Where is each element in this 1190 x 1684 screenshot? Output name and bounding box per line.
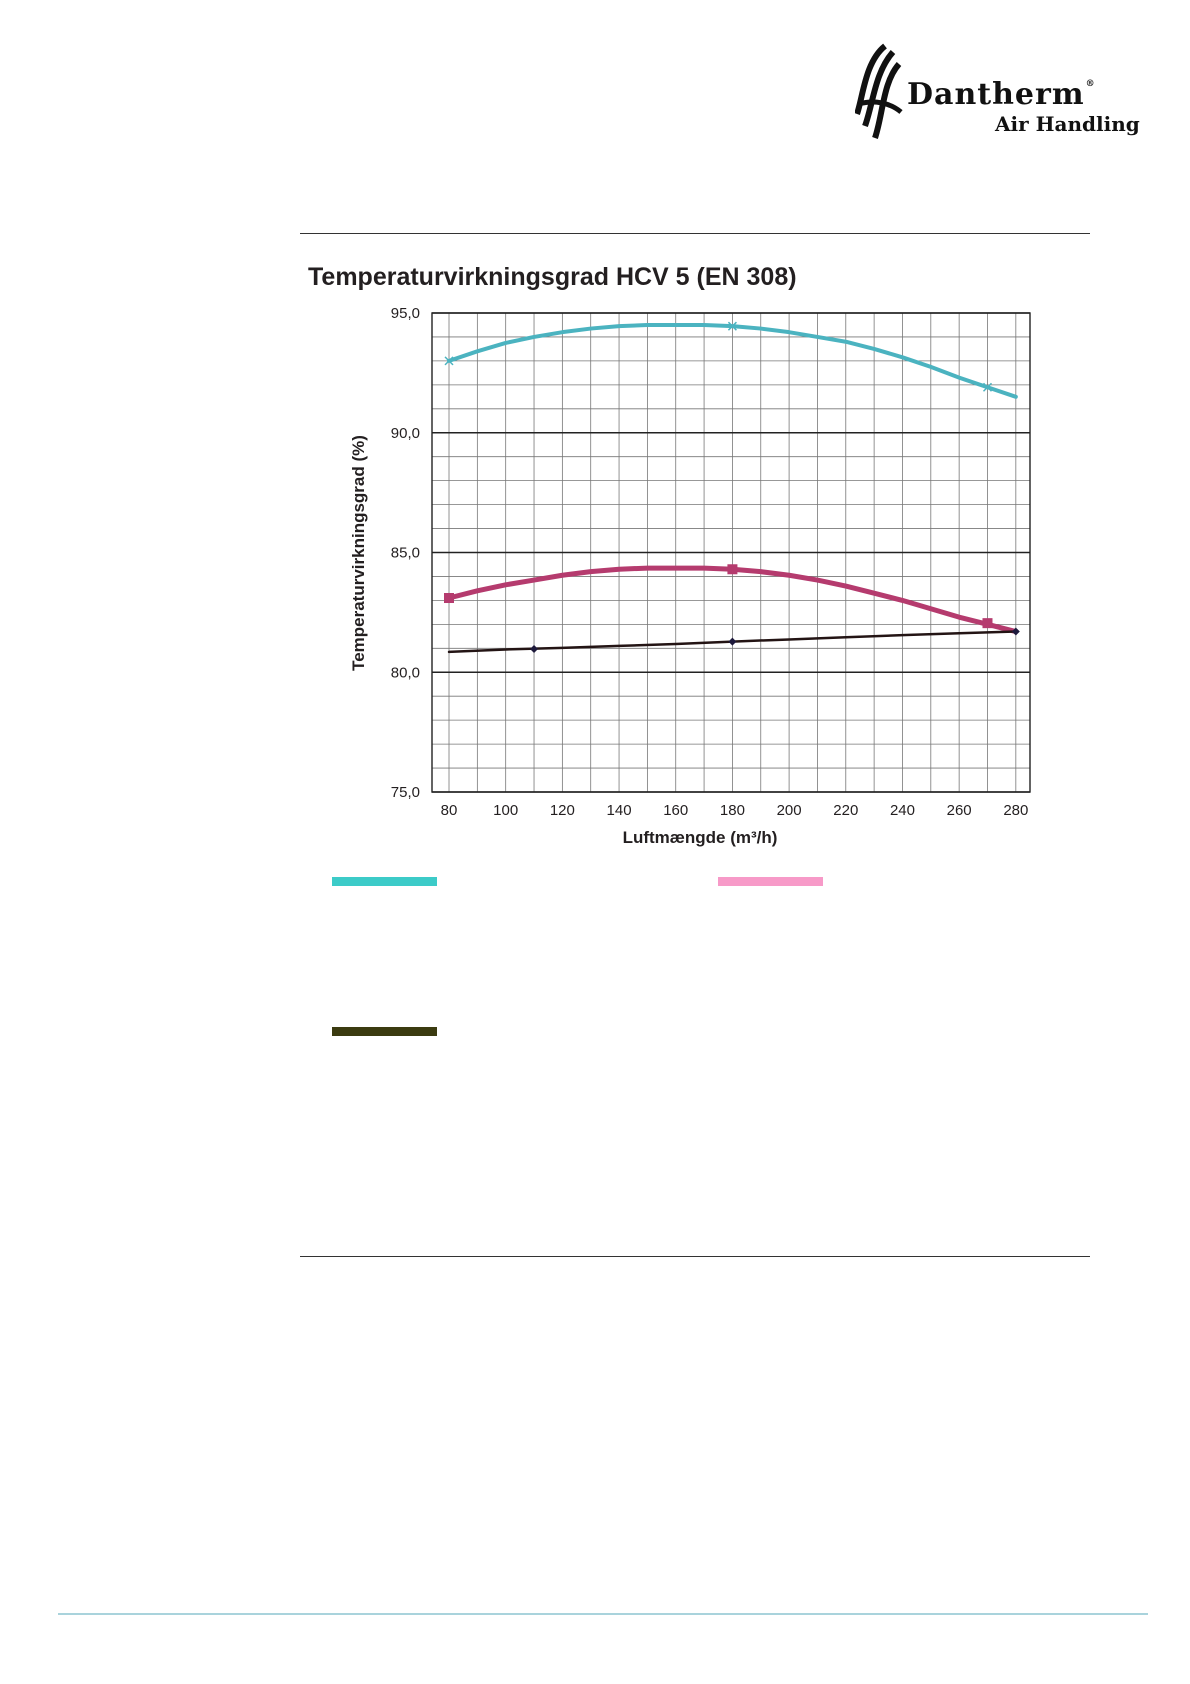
x-tick-label: 220	[833, 802, 858, 819]
y-tick-label: 95,0	[391, 305, 420, 322]
x-tick-label: 120	[550, 802, 575, 819]
x-tick-label: 160	[663, 802, 688, 819]
x-axis-label: Luftmængde (m³/h)	[623, 828, 778, 847]
y-tick-label: 75,0	[391, 784, 420, 801]
legend-swatch-3	[332, 1027, 437, 1036]
data-point-square	[982, 618, 993, 629]
chart-title: Temperaturvirkningsgrad HCV 5 (EN 308)	[308, 263, 797, 291]
x-tick-label: 100	[493, 802, 518, 819]
data-point-diamond	[728, 637, 737, 646]
legend-swatch-1	[332, 877, 437, 886]
brand-name: Dantherm®	[907, 77, 1096, 112]
x-tick-label: 240	[890, 802, 915, 819]
data-point-x	[982, 382, 993, 392]
y-tick-label: 80,0	[391, 664, 420, 681]
data-point-x	[727, 321, 737, 331]
x-tick-label: 260	[947, 802, 972, 819]
bottom-divider	[300, 1256, 1090, 1257]
y-axis-label: Temperaturvirkningsgrad (%)	[349, 435, 368, 671]
y-tick-label: 90,0	[391, 425, 420, 442]
x-tick-label: 80	[441, 802, 458, 819]
y-tick-label: 85,0	[391, 545, 420, 562]
data-point-diamond	[530, 645, 539, 654]
data-point-square	[727, 564, 738, 575]
data-point-square	[444, 593, 455, 604]
dantherm-swirl-icon	[855, 43, 903, 139]
footer-divider	[58, 1613, 1148, 1615]
legend-swatch-2	[718, 877, 823, 886]
x-tick-label: 200	[777, 802, 802, 819]
x-tick-label: 140	[607, 802, 632, 819]
dantherm-logo: Dantherm® Air Handling	[855, 42, 1150, 142]
x-tick-label: 280	[1003, 802, 1028, 819]
data-point-x	[444, 356, 454, 366]
plot-area	[431, 312, 1031, 793]
brand-tagline: Air Handling	[995, 112, 1140, 136]
x-tick-label: 180	[720, 802, 745, 819]
top-divider	[300, 233, 1090, 234]
data-point-diamond	[1011, 627, 1020, 636]
registered-mark: ®	[1085, 79, 1096, 89]
